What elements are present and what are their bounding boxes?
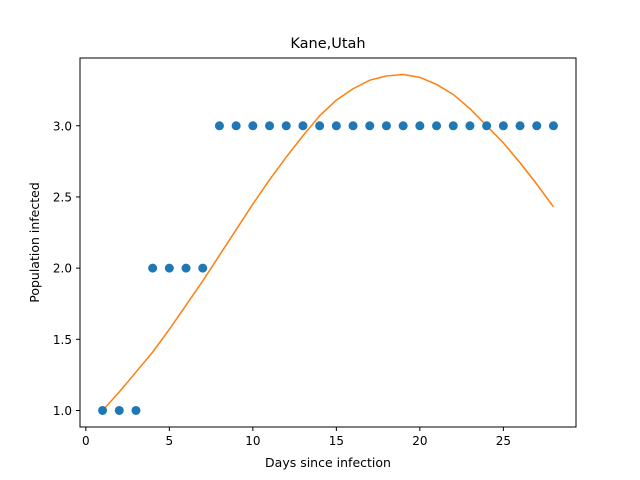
data-point (148, 263, 158, 273)
data-point (448, 121, 458, 131)
data-point (465, 121, 475, 131)
chart-title: Kane,Utah (290, 36, 365, 52)
data-point (198, 263, 208, 273)
data-point (415, 121, 425, 131)
x-tick-label: 20 (412, 434, 427, 448)
data-point (432, 121, 442, 131)
data-point (231, 121, 241, 131)
x-tick-label: 5 (166, 434, 174, 448)
data-point (398, 121, 408, 131)
data-point (248, 121, 258, 131)
y-tick-label: 2.5 (53, 190, 72, 204)
data-point (298, 121, 308, 131)
y-tick-label: 2.0 (53, 262, 72, 276)
data-point (214, 121, 224, 131)
x-tick-label: 25 (496, 434, 511, 448)
data-point (114, 405, 124, 415)
y-tick-label: 3.0 (53, 119, 72, 133)
data-point (381, 121, 391, 131)
y-tick-label: 1.0 (53, 404, 72, 418)
data-point (164, 263, 174, 273)
data-point (348, 121, 358, 131)
y-tick-label: 1.5 (53, 333, 72, 347)
x-tick-label: 10 (245, 434, 260, 448)
data-point (498, 121, 508, 131)
data-point (131, 405, 141, 415)
data-point (315, 121, 325, 131)
data-point (515, 121, 525, 131)
x-tick-label: 15 (329, 434, 344, 448)
data-point (532, 121, 542, 131)
y-axis: 1.0 1.5 2.0 2.5 3.0 (53, 119, 80, 418)
plot-frame (79, 57, 577, 428)
x-axis-label: Days since infection (265, 455, 391, 470)
plot-area (98, 73, 558, 415)
data-point (482, 121, 492, 131)
data-point (265, 121, 275, 131)
x-axis: 0 5 10 15 20 25 (82, 427, 511, 448)
fit-line (101, 73, 555, 411)
data-point (181, 263, 191, 273)
y-axis-label: Population infected (27, 182, 42, 303)
data-point (281, 121, 291, 131)
data-point (365, 121, 375, 131)
data-point (331, 121, 341, 131)
data-point (98, 405, 108, 415)
data-point (548, 121, 558, 131)
x-tick-label: 0 (82, 434, 90, 448)
